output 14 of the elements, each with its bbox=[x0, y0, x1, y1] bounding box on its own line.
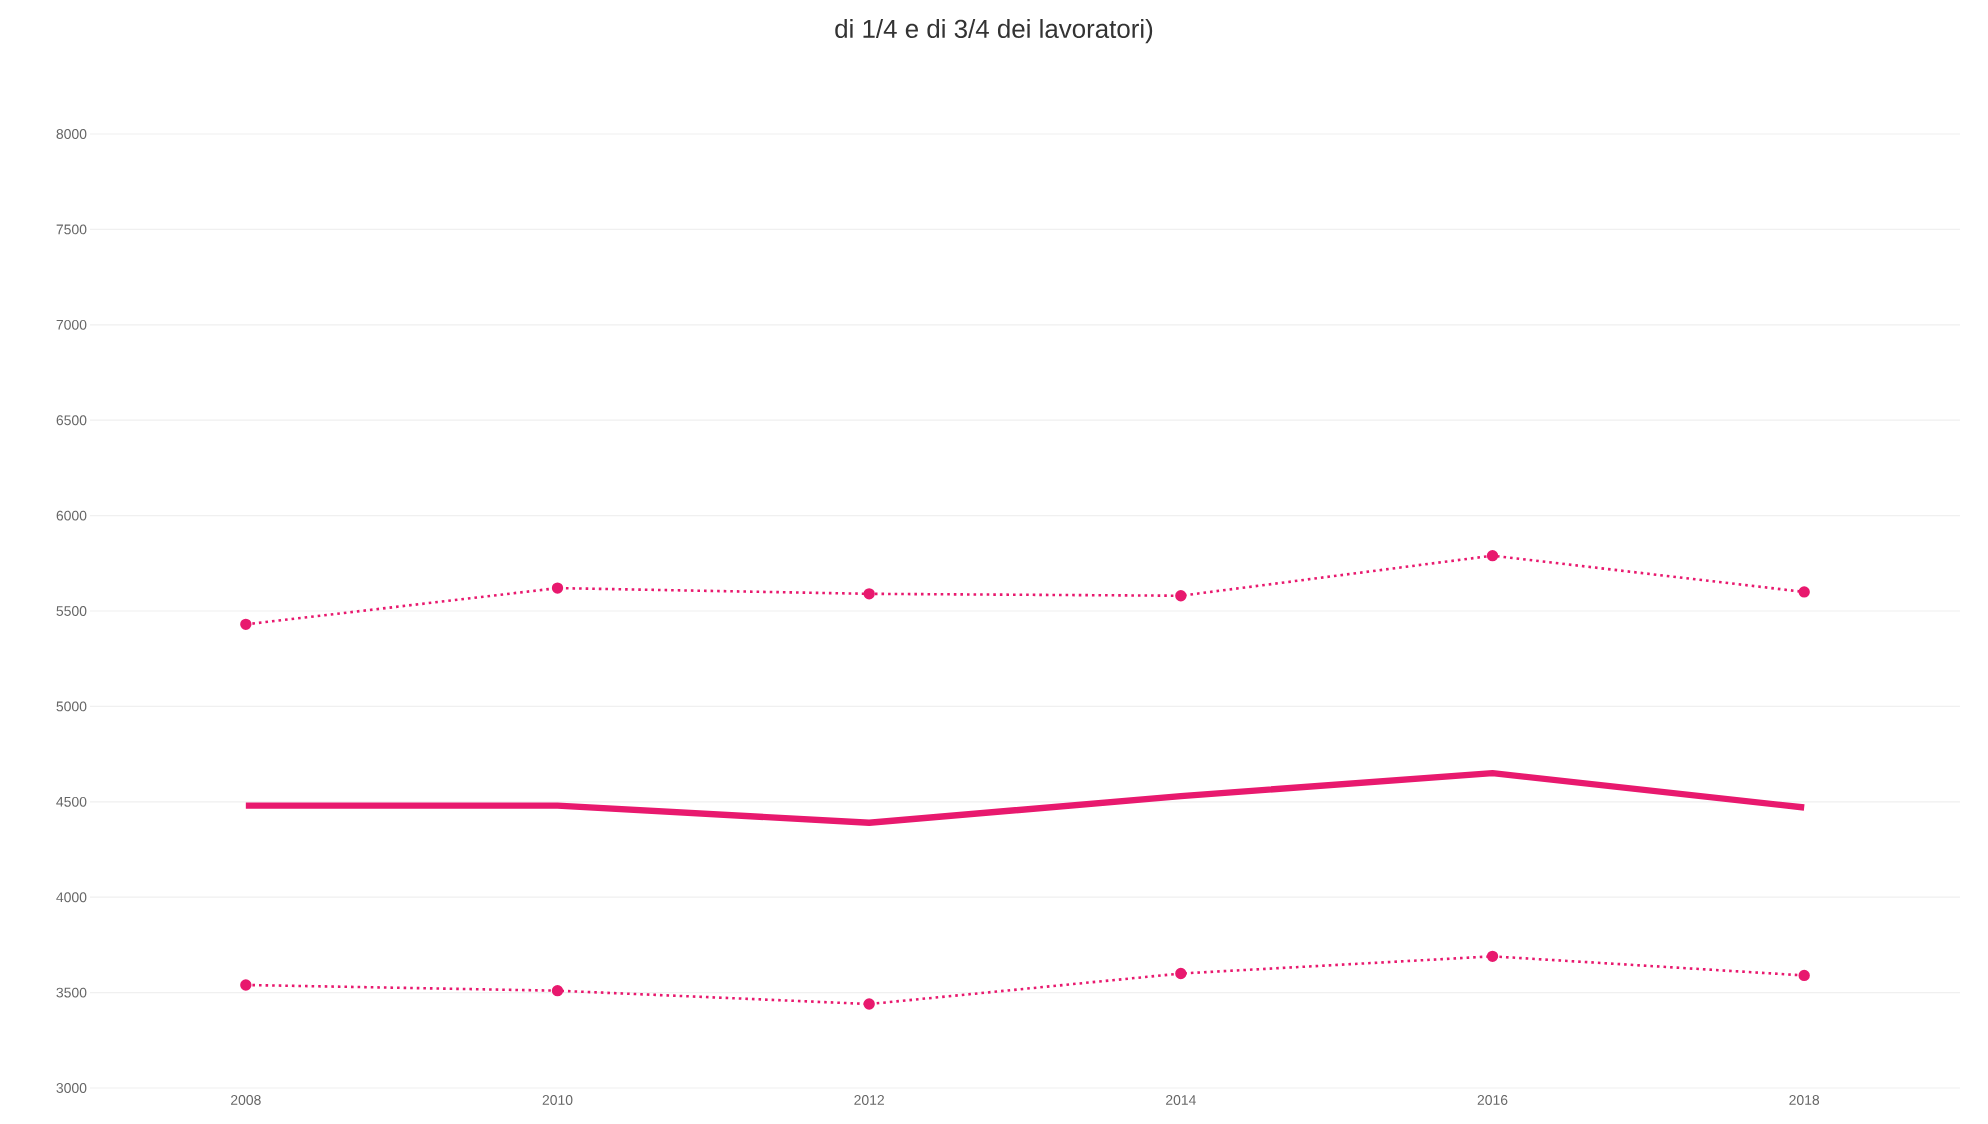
point bbox=[240, 979, 252, 991]
point bbox=[1798, 586, 1810, 598]
point bbox=[863, 588, 875, 600]
point bbox=[240, 618, 252, 631]
point bbox=[551, 582, 564, 594]
point bbox=[1486, 549, 1499, 562]
point bbox=[551, 985, 564, 997]
chart-title: di 1/4 e di 3/4 dei lavoratori) bbox=[835, 19, 1153, 44]
line-series bbox=[242, 769, 1808, 826]
point bbox=[1175, 967, 1187, 980]
point bbox=[863, 998, 875, 1010]
point bbox=[1486, 950, 1499, 963]
point bbox=[1798, 969, 1810, 982]
point bbox=[1175, 590, 1187, 602]
